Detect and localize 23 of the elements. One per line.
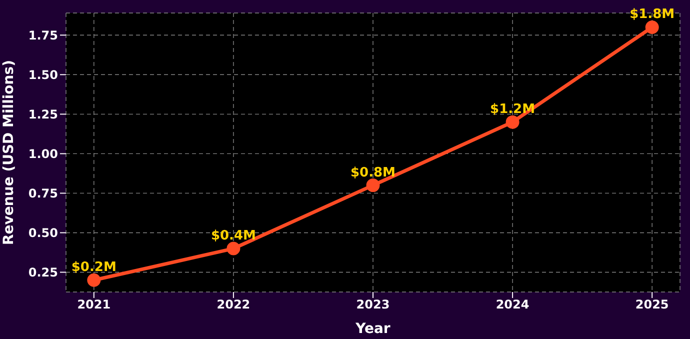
data-label: $0.4M: [210, 228, 256, 244]
x-tick-label: 2025: [635, 298, 669, 312]
point: [87, 273, 101, 287]
x-tick-label: 2024: [496, 298, 530, 312]
x-tick-label: 2021: [77, 298, 111, 312]
data-label: $0.2M: [71, 260, 116, 276]
y-tick-label: 1.25: [28, 107, 58, 122]
point: [366, 178, 380, 192]
point: [645, 20, 659, 34]
y-axis-title: Revenue (USD Millions): [0, 60, 17, 245]
y-tick-label: 1.75: [28, 28, 58, 42]
data-label: $0.8M: [350, 165, 396, 180]
data-label: $1.8M: [630, 7, 675, 22]
y-tick-label: 0.25: [28, 266, 58, 280]
y-tick-label: 1.50: [28, 68, 58, 82]
point: [226, 242, 240, 256]
x-tick-label: 2022: [216, 298, 250, 312]
x-tick-label: 2023: [356, 298, 390, 312]
y-tick-label: 0.50: [28, 226, 58, 240]
x-axis-title: Year: [354, 321, 390, 337]
y-tick-label: 0.75: [28, 186, 58, 200]
point: [506, 115, 520, 129]
y-tick-label: 1.00: [28, 146, 58, 161]
